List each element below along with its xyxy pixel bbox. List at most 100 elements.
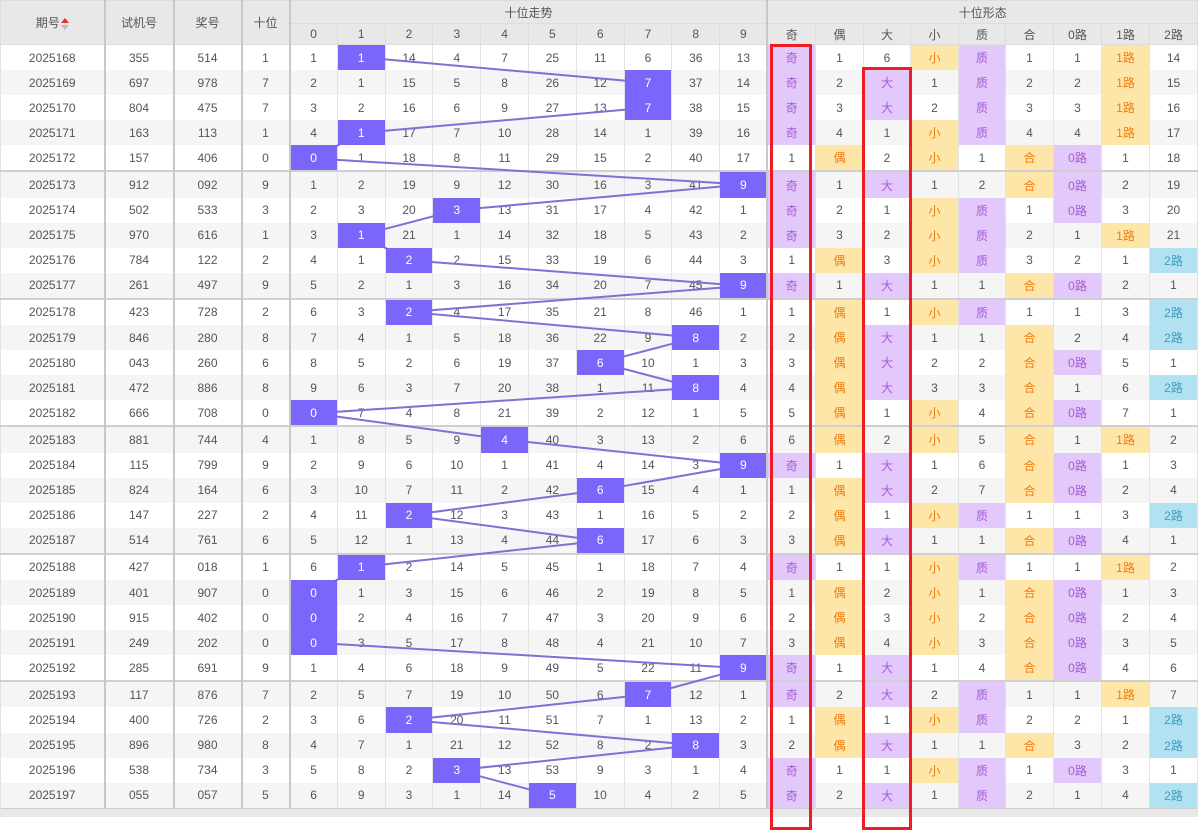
trend-miss-cell: 14 [480,782,529,809]
trend-miss-cell: 21 [575,297,625,326]
issue-cell: 2025188 [0,552,106,580]
trend-miss-cell: 53 [527,757,577,783]
trend-miss-cell: 4 [623,782,673,809]
trial-header: 试机号 [104,0,175,45]
table-row: 2025178 423 728 2 6 3 2 4 17 35 21 8 46 1 1 偶 1 小质 1 1 3 2路 [0,297,1198,326]
trial-number-cell: 355 [104,44,175,71]
shape-cell-6: 1 [1052,44,1102,71]
prize-number-cell: 018 [173,552,243,580]
prize-number-cell: 886 [173,375,243,401]
tens-digit-cell: 3 [241,197,291,223]
trend-miss-cell: 15 [432,579,482,606]
trend-miss-cell: 3 [336,297,386,326]
table-row: 2025190 915 402 0 0 2 4 16 7 47 3 20 9 6 2 偶 3 小 2 合 0路 2 4 [0,605,1198,631]
shape-cell-3: 小 [909,707,959,733]
trend-hit-cell: 8 [671,375,721,401]
trend-miss-cell: 1 [575,552,625,580]
shape-cell-6: 0路 [1052,579,1102,606]
issue-cell: 2025187 [0,527,106,554]
trend-miss-cell: 1 [336,70,386,96]
shape-cell-7: 1路 [1100,44,1150,71]
trial-number-cell: 249 [104,630,175,656]
issue-cell: 2025181 [0,375,106,401]
trend-miss-cell: 4 [384,400,434,427]
shape-cell-7: 3 [1100,630,1150,656]
trend-miss-cell: 6 [289,552,338,580]
trend-miss-cell: 1 [432,782,482,809]
trend-miss-cell: 10 [336,477,386,503]
trend-hit-cell: 0 [289,630,338,656]
trend-miss-cell: 6 [671,527,721,554]
shape-cell-0: 奇 [766,757,816,783]
trend-miss-cell: 1 [289,425,338,453]
trend-miss-cell: 8 [575,732,625,758]
shape-cell-0: 奇 [766,170,816,198]
trend-miss-cell: 13 [432,527,482,554]
trend-miss-cell: 2 [719,325,768,351]
shape-cell-0: 奇 [766,95,816,121]
trend-miss-cell: 9 [480,95,529,121]
shape-cell-1: 1 [814,452,864,478]
trend-hit-cell: 2 [384,707,434,733]
shape-cell-7: 1 [1100,579,1150,606]
trend-miss-cell: 11 [480,707,529,733]
sort-up-down-icon[interactable] [60,17,69,30]
shape-cell-4: 2 [957,350,1006,376]
trend-miss-cell: 6 [623,44,673,71]
shape-cell-2: 4 [862,630,911,656]
shape-cell-6: 0路 [1052,527,1102,554]
prize-number-cell: 726 [173,707,243,733]
trend-miss-cell: 2 [623,732,673,758]
shape-cell-6: 0路 [1052,477,1102,503]
shape-cell-4: 3 [957,630,1006,656]
table-row: 2025171 163 113 1 4 1 17 7 10 28 14 1 39 16 奇 4 1 小质 4 4 1路 1… [0,120,1198,146]
trend-miss-cell: 2 [719,222,768,248]
trend-miss-cell: 9 [480,655,529,682]
trend-miss-cell: 8 [336,425,386,453]
shape-cell-8: 4 [1148,477,1198,503]
table-row: 2025186 147 227 2 4 11 2 12 3 43 1 16 5 2 2 偶 1 小质 1 1 3 2路 [0,502,1198,528]
trial-number-cell: 697 [104,70,175,96]
shape-cell-8: 1 [1148,757,1198,783]
trial-number-cell: 427 [104,552,175,580]
issue-header[interactable]: 期号 [0,0,106,45]
trend-digit-header-4: 4 [480,23,529,45]
trend-miss-cell: 22 [623,655,673,682]
trend-miss-cell: 44 [671,247,721,273]
issue-cell: 2025175 [0,222,106,248]
trend-miss-cell: 3 [623,170,673,198]
trend-miss-cell: 13 [623,425,673,453]
shape-cell-2: 1 [862,400,911,427]
shape-cell-3: 小 [909,120,959,146]
shape-cell-3: 1 [909,655,959,682]
shape-cell-1: 4 [814,120,864,146]
trend-miss-cell: 4 [384,605,434,631]
trend-miss-cell: 6 [384,452,434,478]
trend-miss-cell: 42 [671,197,721,223]
trend-miss-cell: 8 [432,400,482,427]
trend-miss-cell: 1 [336,247,386,273]
table-row: 2025195 896 980 8 4 7 1 21 12 52 8 2 8 3 2 偶大 1 1 合 3 2 2路 [0,732,1198,758]
shape-cell-7: 3 [1100,502,1150,528]
tens-digit-cell: 1 [241,222,291,248]
shape-cell-6: 0路 [1052,452,1102,478]
table-row: 2025187 514 761 6 5 12 1 13 4 44 6 17 6 3 3 偶大 1 1 合 0路 4 1 [0,527,1198,554]
tens-digit-cell: 9 [241,170,291,198]
trend-miss-cell: 20 [432,707,482,733]
trend-miss-cell: 4 [480,527,529,554]
trend-miss-cell: 1 [336,579,386,606]
prize-number-cell: 280 [173,325,243,351]
shape-cell-0: 奇 [766,655,816,682]
trend-miss-cell: 20 [480,375,529,401]
trend-miss-cell: 4 [289,247,338,273]
shape-cell-1: 偶 [814,732,864,758]
table-row: 2025197 055 057 5 6 9 3 1 14 5 10 4 2 5 奇 2 大 1 质 2 1 4 2路 [0,782,1198,809]
shape-cell-8: 18 [1148,145,1198,172]
trend-miss-cell: 19 [623,579,673,606]
tens-digit-cell: 6 [241,477,291,503]
trend-hit-cell: 1 [336,552,386,580]
shape-cell-4: 1 [957,145,1006,172]
trend-miss-cell: 1 [480,452,529,478]
trend-hit-cell: 0 [289,579,338,606]
